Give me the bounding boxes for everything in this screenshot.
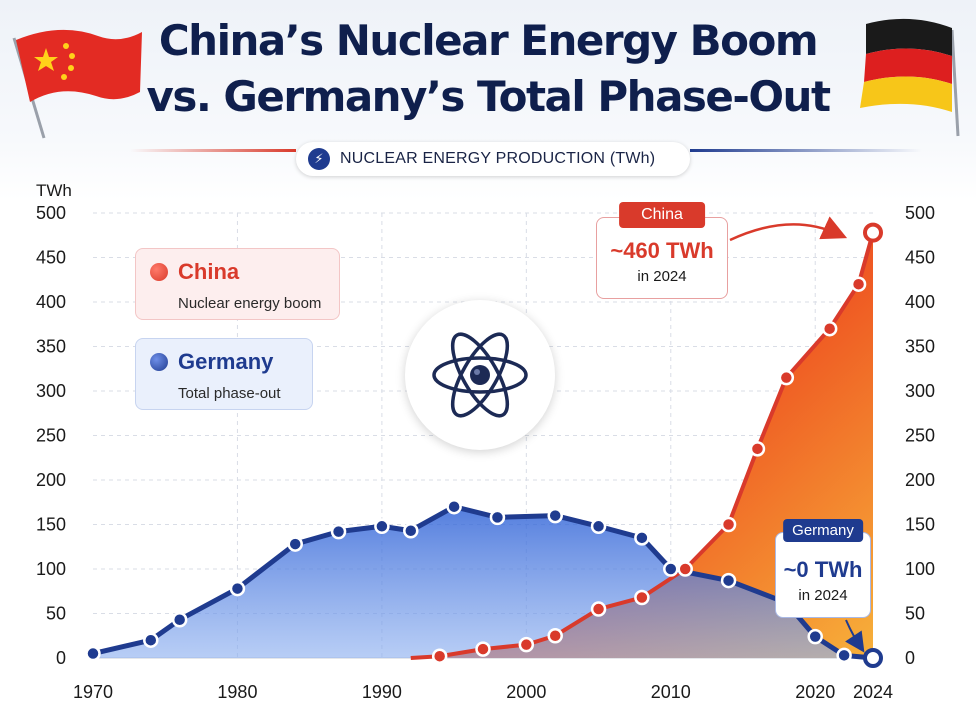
china-data-point: [850, 276, 867, 292]
atom-badge: [405, 300, 555, 450]
legend-germany: Germany Total phase-out: [135, 338, 313, 410]
legend-china-description: Nuclear energy boom: [178, 295, 322, 312]
china-data-point: [634, 589, 650, 606]
y-tick-label-right: 350: [905, 337, 935, 357]
germany-data-point: [85, 645, 101, 662]
y-tick-label-left: 300: [36, 381, 66, 401]
y-tick-label-left: 150: [36, 515, 66, 535]
germany-area: [93, 506, 873, 658]
x-tick-label: 1980: [217, 682, 257, 702]
y-tick-label-right: 300: [905, 381, 935, 401]
china-data-point: [749, 441, 766, 457]
legend-china: China Nuclear energy boom: [135, 248, 340, 320]
y-tick-label-right: 150: [905, 515, 935, 535]
legend-germany-description: Total phase-out: [178, 385, 281, 402]
germany-data-point: [374, 518, 390, 535]
y-tick-label-right: 400: [905, 292, 935, 312]
atom-icon: [432, 332, 528, 418]
china-callout: China ~460 TWh in 2024: [596, 202, 728, 299]
germany-data-point: [720, 572, 737, 589]
x-tick-label: 2024: [853, 682, 893, 702]
china-data-point: [821, 320, 838, 337]
chart-subtitle: NUCLEAR ENERGY PRODUCTION (TWh): [340, 150, 656, 167]
china-data-point: [677, 561, 693, 577]
y-tick-label-left: 100: [36, 559, 66, 579]
china-callout-year: in 2024: [637, 268, 687, 285]
blue-divider-line: [690, 149, 922, 152]
germany-callout-tag: Germany: [783, 519, 863, 542]
germany-data-point: [547, 507, 563, 524]
y-tick-label-left: 250: [36, 426, 66, 446]
germany-data-point: [229, 580, 246, 597]
germany-data-point: [171, 611, 188, 628]
germany-data-point: [330, 523, 347, 540]
y-tick-label-left: 450: [36, 248, 66, 268]
title-line-1: China’s Nuclear Energy Boom: [158, 16, 819, 65]
x-tick-label: 1990: [362, 682, 402, 702]
china-data-point: [863, 222, 883, 243]
germany-data-point: [836, 647, 852, 664]
china-callout-tag: China: [619, 202, 705, 228]
y-tick-label-right: 0: [905, 648, 915, 668]
y-axis-label: TWh: [36, 181, 72, 200]
y-tick-label-right: 250: [905, 426, 935, 446]
germany-data-point: [489, 509, 506, 526]
y-tick-label-right: 450: [905, 248, 935, 268]
china-callout-value: ~460 TWh: [610, 238, 714, 263]
x-tick-label: 2000: [506, 682, 546, 702]
china-data-point: [431, 648, 448, 664]
y-tick-label-left: 200: [36, 470, 66, 490]
y-tick-label-right: 100: [905, 559, 935, 579]
y-tick-label-right: 500: [905, 203, 935, 223]
germany-data-point: [446, 498, 462, 515]
germany-data-point: [287, 536, 303, 552]
germany-data-point: [863, 648, 883, 668]
x-tick-label: 2020: [795, 682, 835, 702]
germany-legend-dot: [150, 353, 168, 371]
axis-ticks: 0 0 50 50 100 100 150 150 200 200 250 250 300 300 350 3…: [36, 181, 935, 702]
lightning-bolt-icon: ⚡: [308, 148, 330, 170]
germany-data-point: [634, 530, 650, 546]
china-legend-dot: [150, 263, 168, 281]
y-tick-label-left: 400: [36, 292, 66, 312]
y-tick-label-left: 500: [36, 203, 66, 223]
series-areas: [93, 232, 873, 658]
y-tick-label-left: 0: [56, 648, 66, 668]
y-tick-label-right: 200: [905, 470, 935, 490]
germany-callout: Germany ~0 TWh in 2024: [775, 519, 871, 618]
germany-data-point: [590, 518, 607, 535]
legend-china-name: China: [178, 259, 240, 284]
germany-callout-value: ~0 TWh: [783, 557, 863, 582]
y-tick-label-right: 50: [905, 604, 925, 624]
germany-flag-icon: [860, 18, 960, 137]
x-tick-label: 1970: [73, 682, 113, 702]
title-line-2: vs. Germany’s Total Phase-Out: [146, 72, 831, 121]
china-data-point: [475, 641, 491, 657]
germany-data-point: [807, 628, 823, 645]
germany-data-point: [663, 561, 679, 577]
y-tick-label-left: 350: [36, 337, 66, 357]
series-points: [85, 222, 883, 668]
germany-data-point: [403, 522, 419, 539]
china-data-point: [518, 636, 535, 653]
china-flag-icon: [12, 29, 142, 139]
china-data-point: [720, 516, 737, 533]
subtitle-pill: ⚡ NUCLEAR ENERGY PRODUCTION (TWh): [296, 142, 690, 176]
china-area: [410, 232, 873, 658]
china-callout-arrow: [729, 216, 848, 242]
china-data-point: [778, 369, 795, 386]
germany-callout-year: in 2024: [798, 587, 848, 604]
china-data-point: [547, 628, 563, 644]
germany-data-point: [143, 632, 159, 648]
germany-callout-arrow: [845, 619, 865, 653]
red-divider-line: [130, 149, 296, 152]
china-data-point: [590, 601, 607, 617]
y-tick-label-left: 50: [46, 604, 66, 624]
x-tick-label: 2010: [651, 682, 691, 702]
legend-germany-name: Germany: [178, 349, 274, 374]
